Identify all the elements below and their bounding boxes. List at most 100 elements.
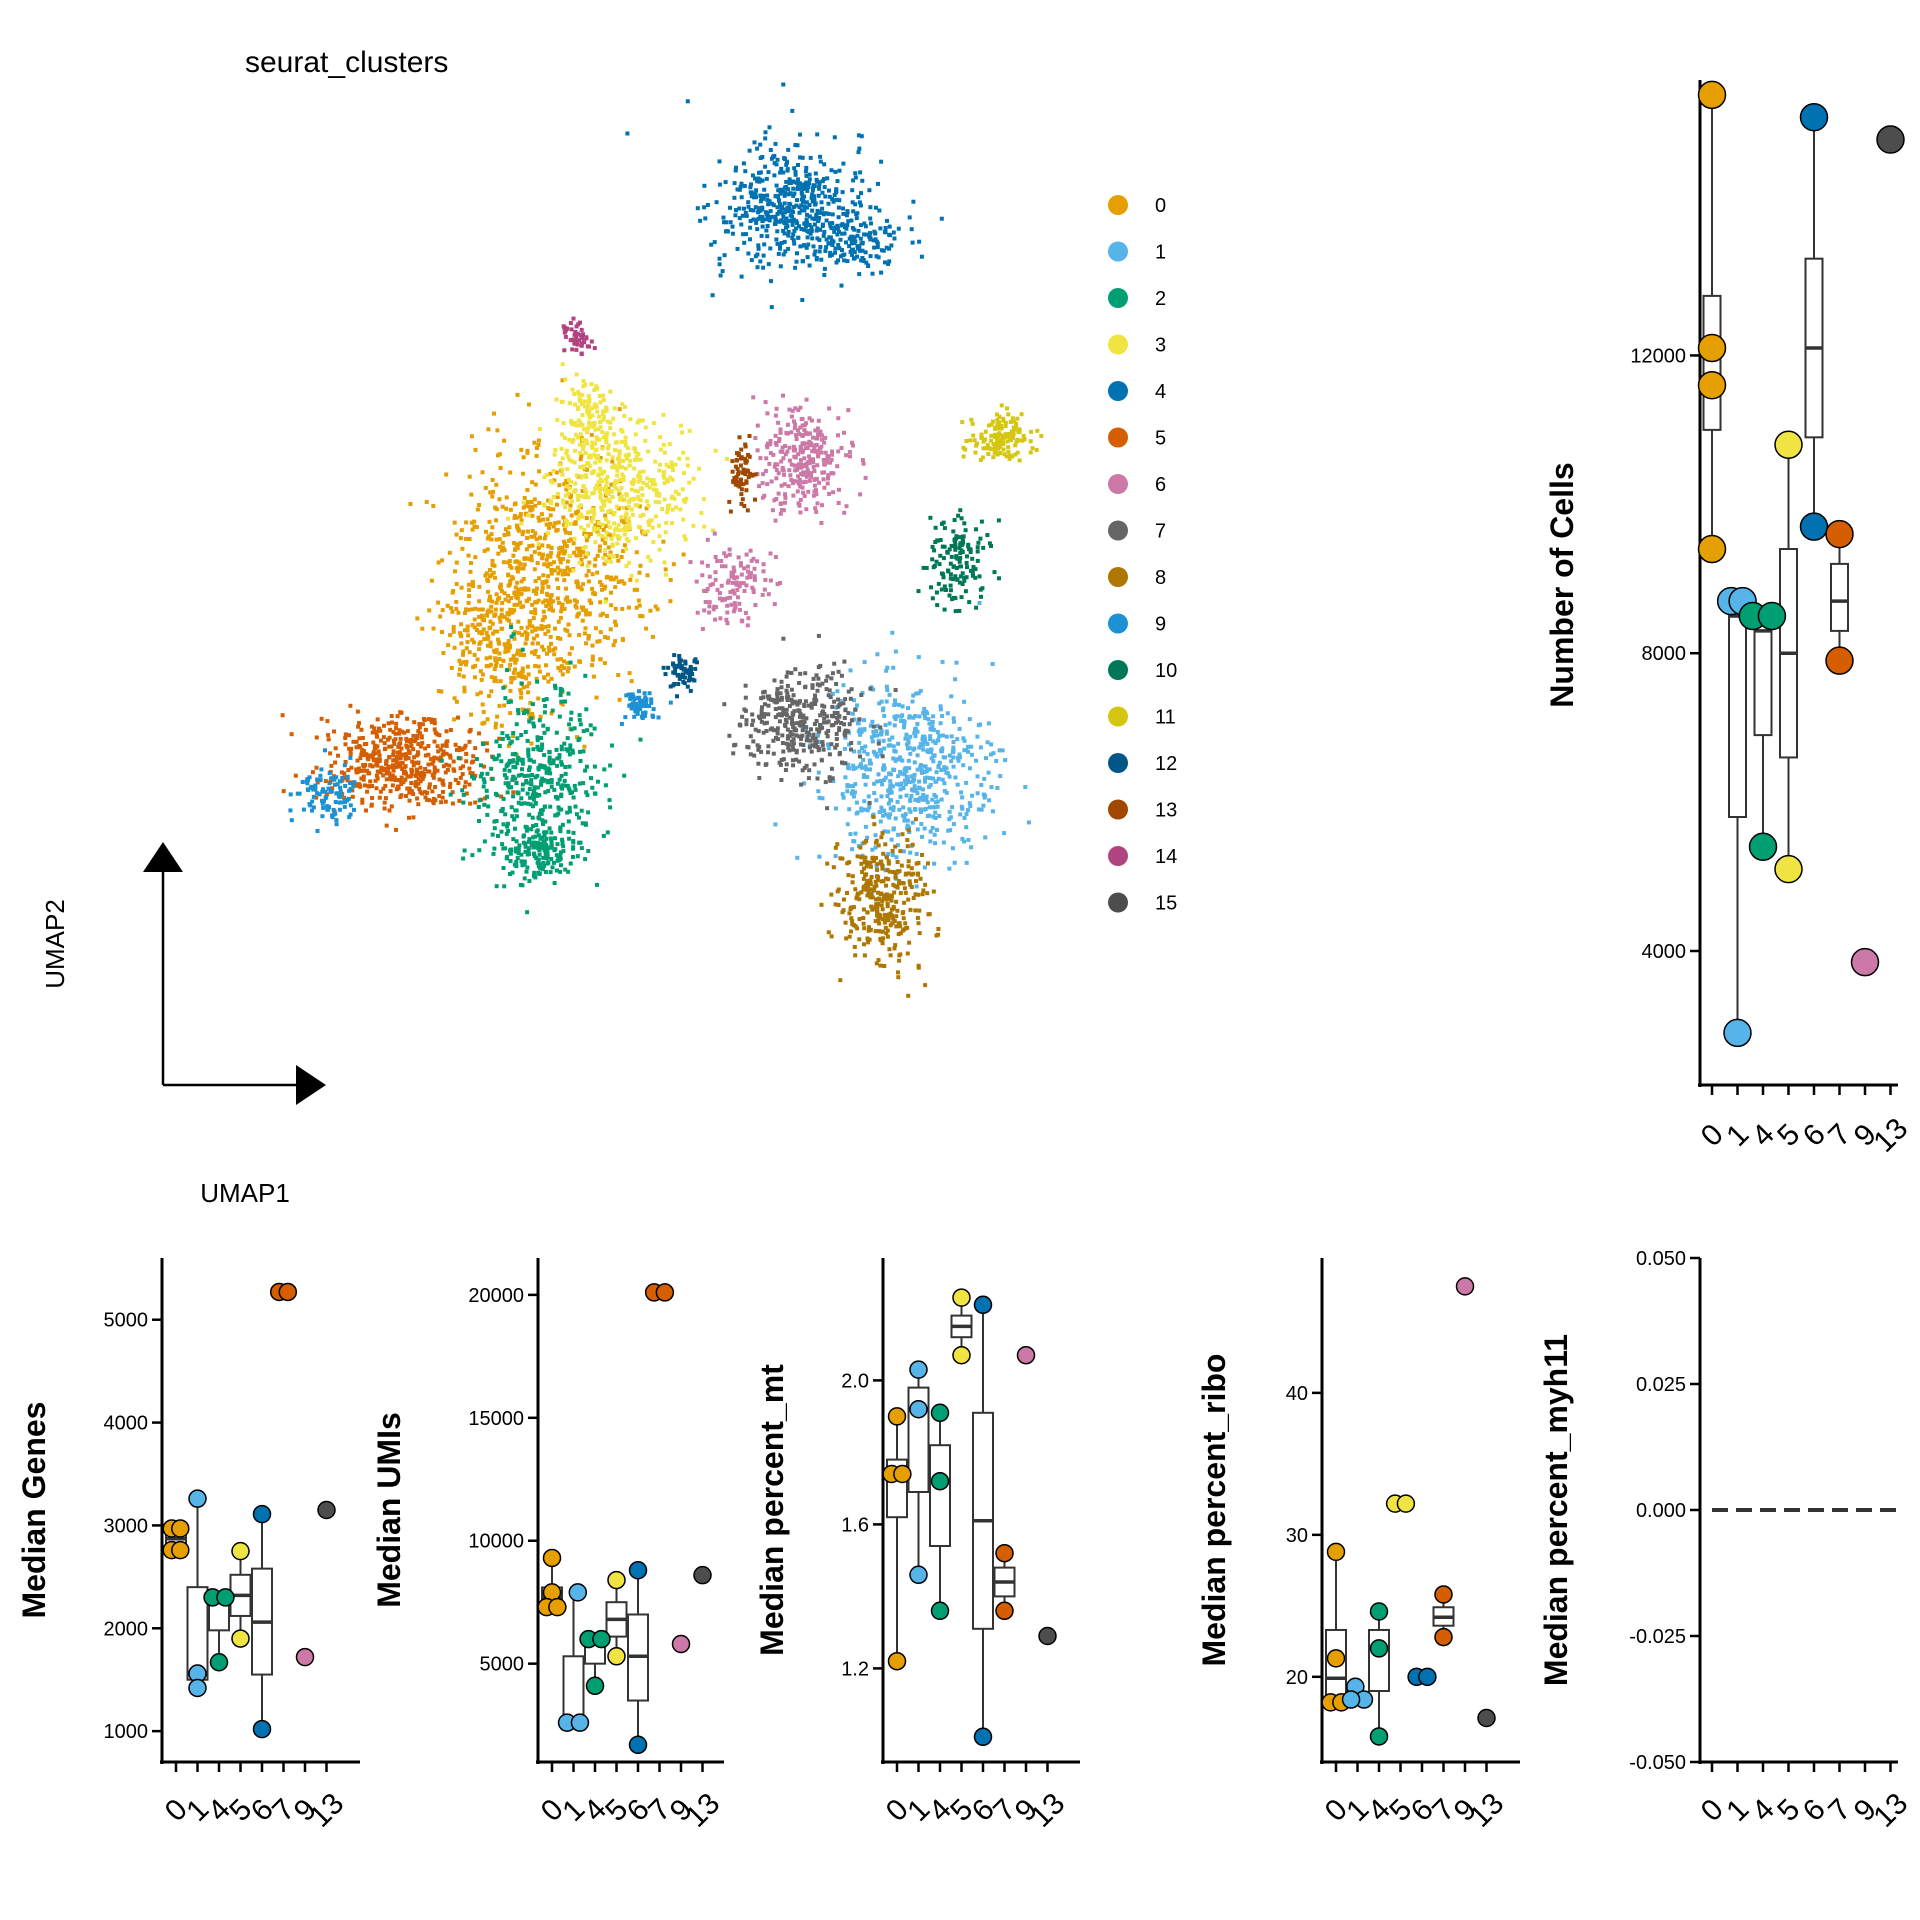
myh11-xtick-label: 7 [1822, 1793, 1857, 1828]
umis-point-cluster-2 [592, 1629, 611, 1649]
genes-point-cluster-0 [171, 1519, 190, 1538]
cells-box [1830, 562, 1849, 632]
mt-point-cluster-1 [909, 1565, 928, 1585]
genes-point-cluster-4 [252, 1719, 272, 1739]
umis-point-cluster-0 [542, 1548, 562, 1568]
mt-point-cluster-5 [995, 1543, 1014, 1563]
mt-ytick-label: 1.6 [841, 1514, 869, 1536]
mt-point-cluster-0 [893, 1464, 912, 1484]
legend-label-14: 14 [1155, 846, 1177, 868]
legend-swatch-10 [1108, 660, 1128, 680]
cells-point-cluster-3 [1774, 854, 1803, 884]
cells-ylabel: Number of Cells [1544, 462, 1580, 707]
umap-xlabel: UMAP1 [200, 1178, 290, 1208]
mt-ytick-label: 1.2 [841, 1658, 869, 1680]
mt-point-cluster-2 [930, 1471, 950, 1491]
legend-label-11: 11 [1155, 707, 1176, 729]
legend-swatch-8 [1108, 567, 1128, 587]
ribo-point-cluster-4 [1418, 1667, 1437, 1687]
legend-swatch-7 [1108, 520, 1128, 541]
legend-label-2: 2 [1155, 288, 1166, 310]
legend-label-13: 13 [1155, 800, 1177, 822]
umap-cluster-14-points [561, 316, 597, 357]
legend-label-0: 0 [1155, 195, 1166, 217]
umis-point-cluster-1 [570, 1713, 590, 1732]
ribo-point-cluster-5 [1434, 1585, 1453, 1604]
genes-point-cluster-6 [295, 1647, 315, 1667]
mt-point-cluster-1 [909, 1360, 928, 1379]
cells-xtick-label: 4 [1746, 1118, 1781, 1153]
cells-box [1702, 294, 1722, 431]
genes-point-cluster-2 [216, 1588, 235, 1607]
genes-ytick-label: 5000 [104, 1310, 149, 1332]
cells-ytick-label: 12000 [1630, 345, 1686, 367]
legend-swatch-2 [1108, 288, 1128, 308]
ribo-point-cluster-1 [1341, 1690, 1361, 1709]
myh11-ytick-label: -0.050 [1629, 1752, 1686, 1774]
genes-point-cluster-1 [188, 1678, 207, 1698]
umis-ytick-label: 15000 [468, 1408, 524, 1430]
ribo-point-cluster-6 [1455, 1277, 1475, 1296]
cells-point-cluster-4 [1799, 102, 1829, 132]
umis-point-cluster-6 [671, 1634, 691, 1654]
genes-point-cluster-1 [188, 1489, 207, 1508]
umap-point-cloud [280, 82, 1044, 998]
legend-label-8: 8 [1155, 567, 1166, 589]
umap-cluster-7-points [722, 633, 898, 811]
cells-box [1728, 607, 1747, 818]
cells-point-cluster-0 [1697, 333, 1727, 363]
genes-ytick-label: 3000 [104, 1515, 149, 1537]
umap-cluster-8-points [819, 814, 941, 998]
myh11-xtick-label: 13 [1867, 1787, 1914, 1834]
legend-label-5: 5 [1155, 428, 1166, 450]
cells-xtick-label: 5 [1771, 1118, 1806, 1153]
umis-point-cluster-1 [568, 1583, 588, 1602]
umis-box [562, 1655, 585, 1724]
umap-cluster-9-points [288, 748, 357, 833]
umap-cluster-6-points [751, 393, 868, 525]
umap-cluster-11-points [960, 403, 1044, 463]
myh11-xtick-label: 5 [1771, 1793, 1806, 1828]
myh11-ytick-label: 0.050 [1636, 1248, 1686, 1270]
mt-box [929, 1444, 951, 1547]
mt-point-cluster-4 [973, 1295, 993, 1315]
myh11-ytick-label: 0.000 [1636, 1500, 1686, 1522]
genes-ylabel: Median Genes [16, 1402, 52, 1619]
mt-point-cluster-15 [1038, 1626, 1057, 1646]
umap-panel: seurat_clusters UMAP2 UMAP1 012345678910… [40, 46, 1177, 1208]
ribo-box [1368, 1628, 1390, 1693]
umap-title: seurat_clusters [245, 46, 448, 79]
cells-xtick-label: 1 [1720, 1118, 1755, 1153]
legend-label-10: 10 [1155, 660, 1177, 682]
umap-cluster-2-points [439, 625, 643, 915]
mt-point-cluster-0 [887, 1651, 907, 1671]
umap-cluster-4-points [805, 199, 924, 288]
umis-point-cluster-4 [628, 1560, 648, 1580]
legend-label-7: 7 [1155, 521, 1166, 543]
cells-xtick-label: 13 [1867, 1112, 1914, 1159]
legend-label-12: 12 [1155, 753, 1177, 775]
mt-point-cluster-5 [995, 1601, 1014, 1621]
umap-cluster-6-points [688, 531, 783, 631]
umap-cluster-5-points [280, 703, 516, 832]
umis-point-cluster-3 [607, 1647, 626, 1666]
ribo-point-cluster-15 [1477, 1708, 1496, 1728]
legend-label-6: 6 [1155, 474, 1166, 496]
cells-ytick-label: 8000 [1642, 643, 1687, 665]
mt-point-cluster-0 [887, 1407, 907, 1426]
legend-swatch-15 [1108, 892, 1128, 913]
genes-ytick-label: 2000 [104, 1618, 149, 1640]
cells-point-cluster-4 [1799, 512, 1829, 541]
genes-point-cluster-5 [278, 1282, 298, 1302]
legend-swatch-9 [1108, 613, 1128, 634]
ribo-ylabel: Median percent_ribo [1196, 1354, 1232, 1667]
legend-label-15: 15 [1155, 893, 1177, 915]
umis-point-cluster-2 [585, 1676, 605, 1696]
cells-xtick-label: 0 [1695, 1118, 1730, 1153]
cells-point-cluster-0 [1697, 80, 1727, 110]
ribo-point-cluster-0 [1326, 1649, 1346, 1668]
